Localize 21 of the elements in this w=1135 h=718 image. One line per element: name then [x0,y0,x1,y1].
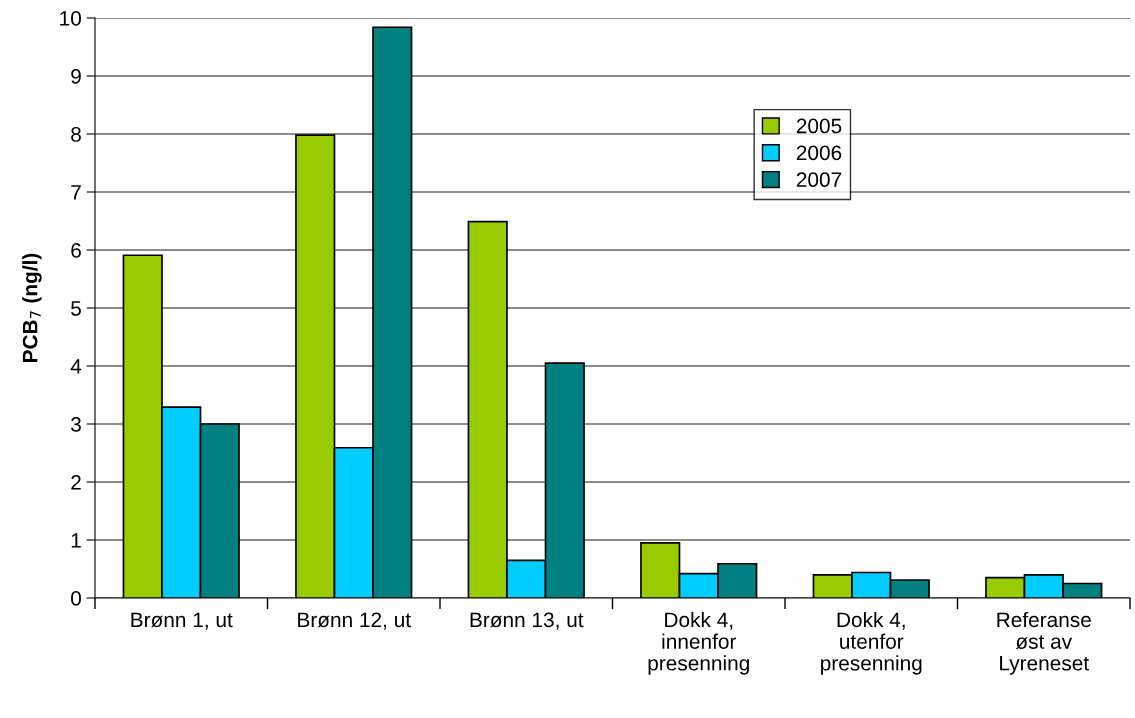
legend-label: 2007 [796,172,842,188]
y-tick-label: 8 [71,127,81,142]
y-tick-label: 5 [71,301,81,316]
y-tick-label: 0 [71,591,81,606]
legend-label: 2006 [796,145,842,161]
y-axis-title: PCB$_{7}$ (ng/l) [22,253,42,363]
x-tick-label: Referanse øst av Lyreneset [997,611,1091,675]
legend-label: 2005 [796,118,842,134]
y-tick-label: 1 [71,533,81,548]
x-tick-label: Brønn 1, ut [131,612,233,630]
y-tick-label: 9 [71,69,81,84]
x-tick-label: Brønn 13, ut [470,612,584,630]
x-tick-label: Dokk 4, utenfor presenning [821,611,922,675]
x-tick-label: Brønn 12, ut [298,612,411,630]
y-tick-label: 4 [70,359,82,374]
y-tick-label: 6 [71,243,81,258]
x-tick-label: Dokk 4, innenfor presenning [648,611,749,675]
y-tick-label: 7 [71,185,81,200]
y-tick-label: 10 [60,11,81,26]
y-tick-label: 2 [71,475,81,490]
y-tick-label: 3 [71,417,81,432]
